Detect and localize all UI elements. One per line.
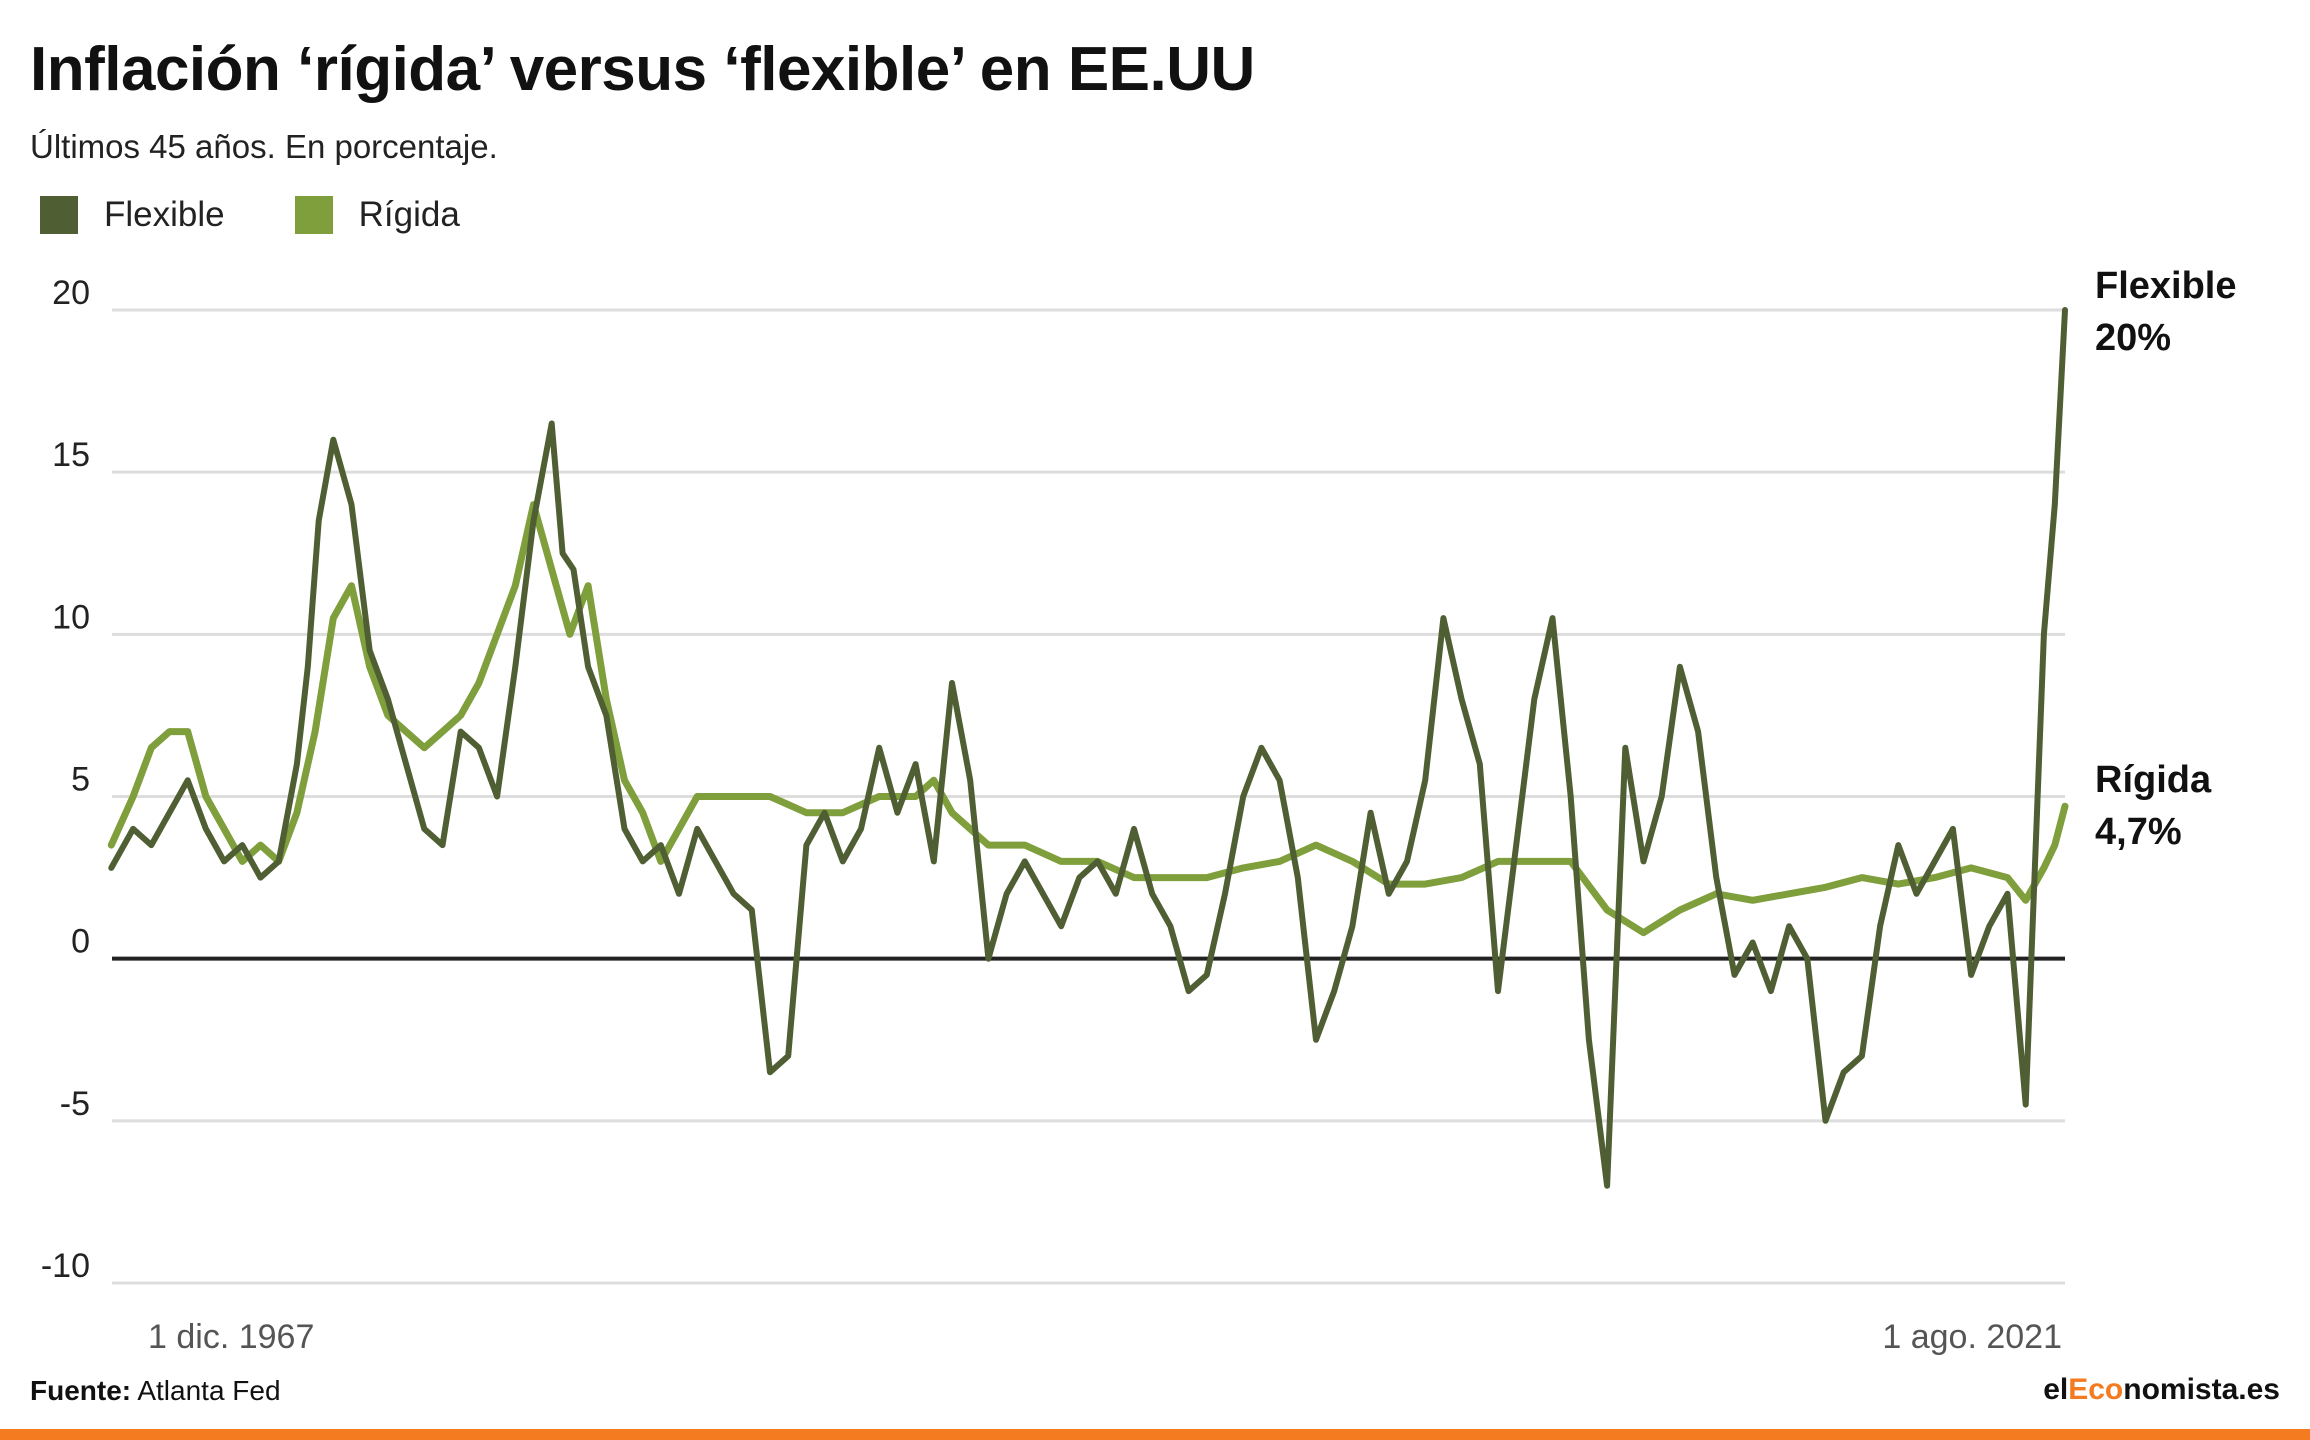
grid	[112, 308, 2065, 1285]
source-label: Fuente:	[30, 1375, 132, 1406]
brand-logo[interactable]: elEconomista.es	[2043, 1373, 2280, 1407]
brand-part-3: nomista.es	[2123, 1373, 2280, 1406]
end-label-rigida-name: Rígida	[2095, 759, 2212, 801]
series-line-flexible	[108, 307, 2068, 1189]
brand-part-2: Eco	[2068, 1373, 2124, 1406]
legend-label-rigida: Rígida	[358, 195, 460, 234]
legend-swatch-rigida	[294, 196, 333, 234]
y-tick-label: -10	[41, 1247, 90, 1285]
series-group	[107, 307, 2069, 1189]
legend-item-rigida: Rígida	[294, 195, 460, 235]
end-label-flexible-name: Flexible	[2095, 265, 2237, 307]
legend-label-flexible: Flexible	[104, 195, 225, 234]
y-tick-label: 0	[71, 923, 90, 961]
y-tick-label: -5	[60, 1085, 90, 1123]
x-axis-ticks: 1 dic. 1967 1 ago. 2021	[148, 1318, 2062, 1356]
legend-swatch-flexible	[40, 196, 78, 234]
legend: Flexible Rígida	[40, 195, 530, 235]
chart-title: Inflación ‘rígida’ versus ‘flexible’ en …	[30, 35, 1255, 104]
y-tick-label: 5	[71, 761, 90, 799]
brand-part-1: el	[2043, 1373, 2069, 1406]
source-note: Fuente: Atlanta Fed	[30, 1375, 281, 1407]
legend-item-flexible: Flexible	[40, 195, 225, 235]
chart-subtitle: Últimos 45 años. En porcentaje.	[30, 128, 498, 165]
y-tick-label: 20	[52, 274, 90, 312]
y-tick-label: 15	[52, 436, 90, 474]
bottom-accent-bar	[0, 1429, 2310, 1440]
source-value: Atlanta Fed	[137, 1375, 281, 1406]
end-label-flexible-value: 20%	[2095, 317, 2171, 359]
end-labels: Flexible 20% Rígida 4,7%	[2095, 265, 2237, 853]
x-tick-label-start: 1 dic. 1967	[148, 1318, 314, 1356]
y-tick-label: 10	[52, 598, 90, 636]
end-label-rigida-value: 4,7%	[2095, 811, 2182, 853]
y-axis-ticks: 20 15 10 5 0 -5 -10	[41, 274, 90, 1285]
x-tick-label-end: 1 ago. 2021	[1882, 1318, 2062, 1356]
